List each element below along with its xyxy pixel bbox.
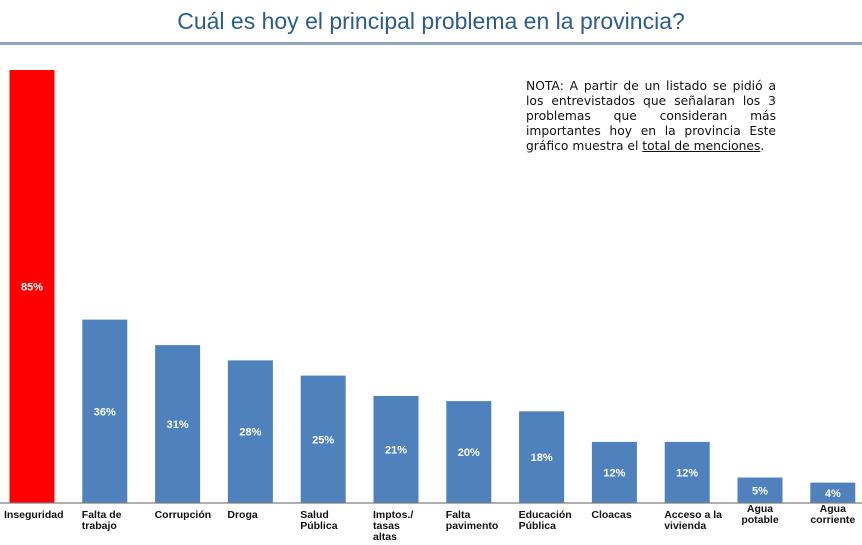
category-label: Inseguridad (4, 509, 64, 521)
data-label: 28% (239, 427, 261, 439)
data-label: 21% (385, 445, 407, 457)
bar (810, 482, 856, 503)
category-label: Educación Pública (519, 509, 572, 532)
data-label: 36% (94, 406, 116, 418)
bar (300, 375, 346, 503)
bar (446, 401, 492, 503)
data-label: 25% (312, 434, 334, 446)
data-label: 4% (825, 488, 841, 500)
bar (664, 441, 710, 503)
bar (82, 319, 128, 503)
note-end: . (760, 139, 765, 153)
note-underlined: total de menciones (642, 139, 761, 153)
data-label: 85% (21, 282, 43, 294)
category-label: Falta de trabajo (82, 509, 122, 532)
bar (9, 70, 55, 503)
note-text: NOTA: A partir de un listado se pidió a … (526, 79, 776, 153)
bar (591, 441, 637, 503)
bar (737, 477, 783, 503)
category-label: Agua potable (741, 503, 778, 526)
chart-note: NOTA: A partir de un listado se pidió a … (526, 79, 776, 154)
chart-title: Cuál es hoy el principal problema en la … (177, 8, 685, 34)
bar (519, 411, 565, 503)
data-label: 12% (676, 467, 698, 479)
data-label: 12% (603, 467, 625, 479)
category-label: Acceso a la vivienda (664, 509, 722, 532)
title-divider (0, 42, 862, 45)
category-label: Droga (227, 509, 257, 521)
data-label: 18% (531, 452, 553, 464)
data-label: 20% (458, 447, 480, 459)
data-label: 31% (167, 419, 189, 431)
bar (373, 396, 419, 503)
bar (155, 345, 201, 503)
category-label: Falta pavimento (446, 509, 499, 532)
category-label: Corrupción (155, 509, 212, 521)
category-label: Salud Pública (300, 509, 338, 532)
category-label: Agua corriente (810, 503, 855, 526)
data-label: 5% (752, 485, 768, 497)
category-label: Cloacas (591, 509, 631, 521)
bar (227, 360, 273, 503)
category-label: Imptos./tasas altas (373, 509, 413, 543)
